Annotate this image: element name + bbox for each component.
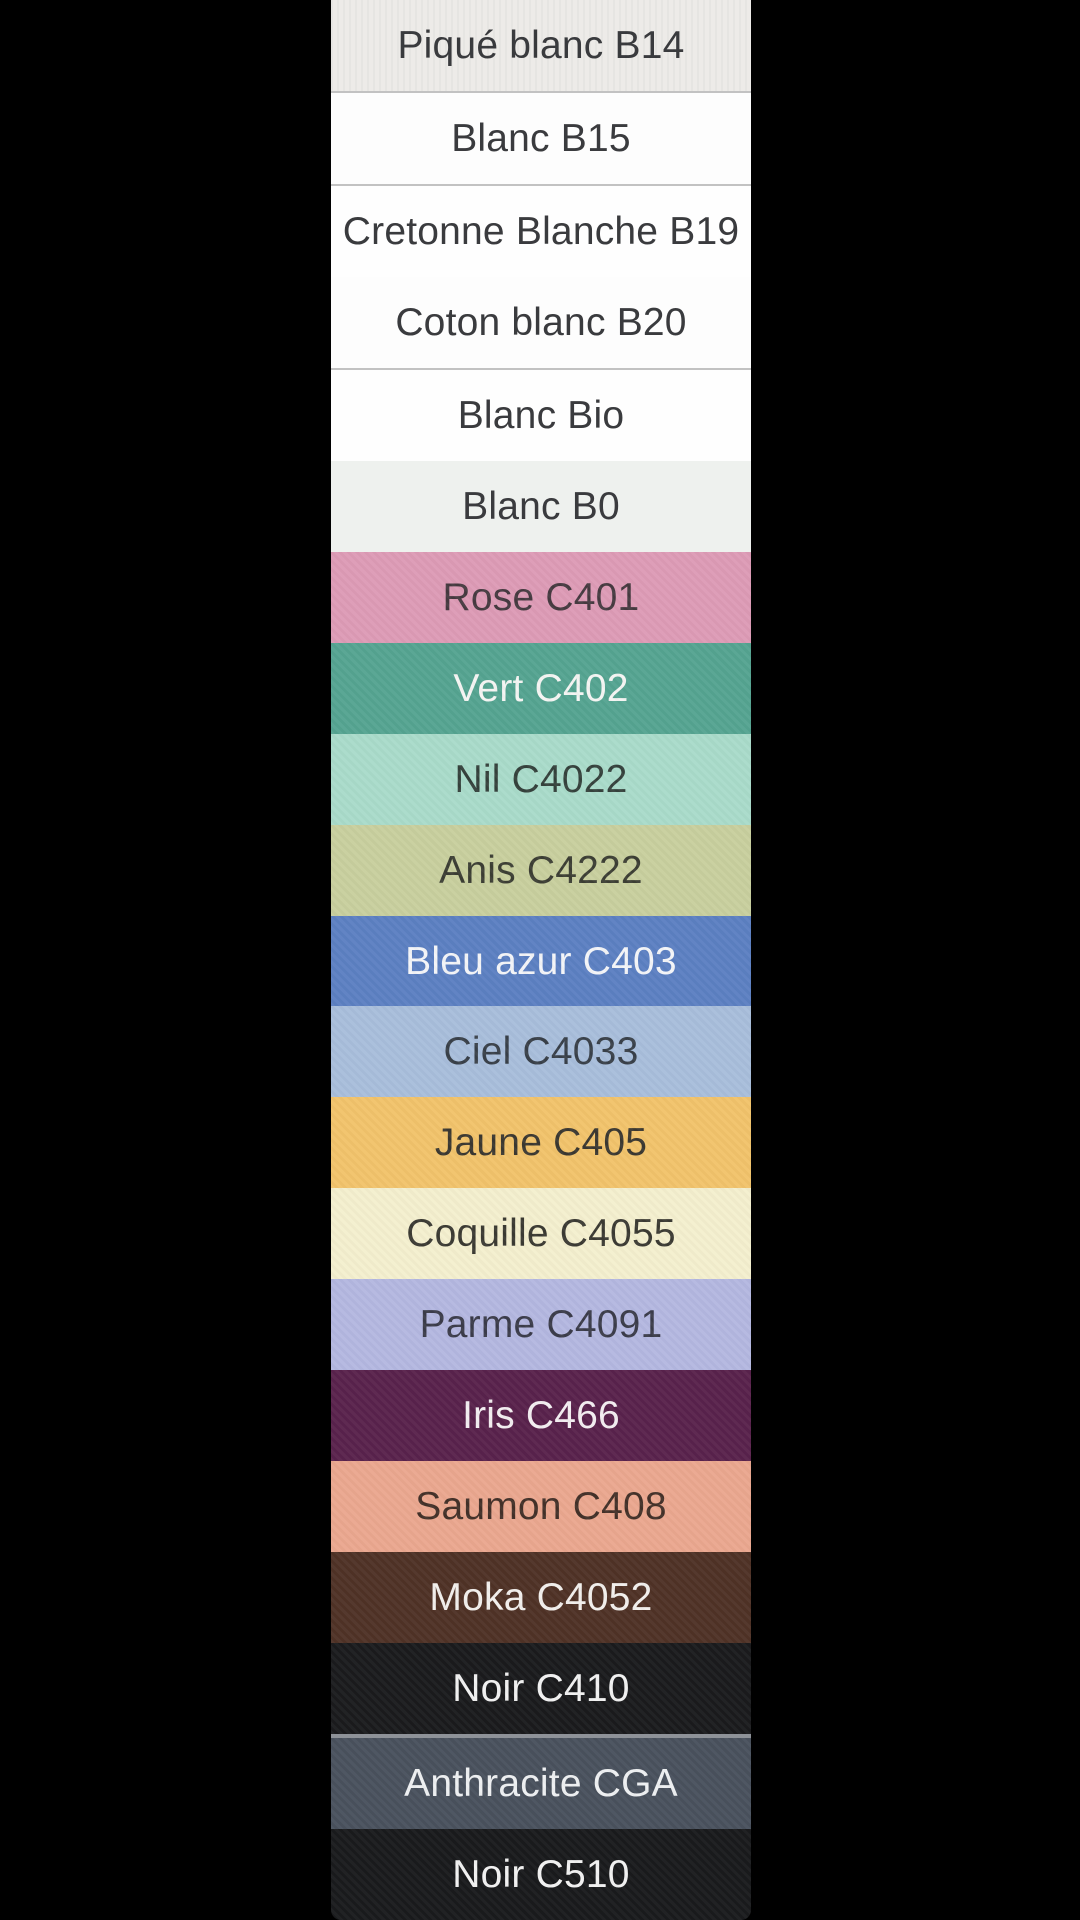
swatch-label: Saumon C408 [415,1485,667,1529]
swatch-label: Vert C402 [453,666,629,710]
swatch-label: Noir C410 [452,1667,630,1711]
swatch-row-blanc-b15[interactable]: Blanc B15 [331,92,751,186]
swatch-label: Noir C510 [452,1853,630,1897]
swatch-label: Anis C4222 [439,848,643,892]
swatch-label: Parme C4091 [419,1303,663,1347]
swatch-row-moka-c4052[interactable]: Moka C4052 [331,1552,751,1644]
swatch-label: Anthracite CGA [404,1762,678,1806]
swatch-label: Blanc Bio [457,393,625,437]
swatch-label: Cretonne Blanche B19 [342,209,740,253]
swatch-row-noir-c510[interactable]: Noir C510 [331,1829,751,1920]
swatch-row-rose-c401[interactable]: Rose C401 [331,551,751,643]
swatch-row-vert-c402[interactable]: Vert C402 [331,642,751,734]
swatch-row-bleu-azur-c403[interactable]: Bleu azur C403 [331,915,751,1007]
swatch-row-parme-c4091[interactable]: Parme C4091 [331,1279,751,1371]
swatch-label: Iris C466 [462,1394,620,1438]
swatch-row-jaune-c405[interactable]: Jaune C405 [331,1097,751,1189]
swatch-row-nil-c4022[interactable]: Nil C4022 [331,733,751,825]
swatch-row-blanc-bio[interactable]: Blanc Bio [331,369,751,461]
swatch-label: Piqué blanc B14 [397,23,685,67]
swatch-label: Blanc B0 [462,484,620,528]
swatch-row-iris-c466[interactable]: Iris C466 [331,1370,751,1462]
swatch-label: Blanc B15 [451,116,631,160]
swatch-label: Coton blanc B20 [395,300,687,344]
swatch-label: Bleu azur C403 [405,939,677,983]
swatch-row-piqu-blanc-b14[interactable]: Piqué blanc B14 [331,0,751,93]
swatch-row-blanc-b0[interactable]: Blanc B0 [331,460,751,552]
swatch-label: Ciel C4033 [443,1030,639,1074]
swatch-row-coton-blanc-b20[interactable]: Coton blanc B20 [331,276,751,370]
color-swatch-list: Piqué blanc B14 Blanc B15 Cretonne Blanc… [331,0,751,1920]
swatch-row-ciel-c4033[interactable]: Ciel C4033 [331,1006,751,1098]
swatch-row-anthracite-cga[interactable]: Anthracite CGA [331,1734,751,1830]
swatch-row-coquille-c4055[interactable]: Coquille C4055 [331,1188,751,1280]
swatch-row-cretonne-blanche-b19[interactable]: Cretonne Blanche B19 [331,185,751,277]
swatch-label: Moka C4052 [429,1576,653,1620]
swatch-row-saumon-c408[interactable]: Saumon C408 [331,1461,751,1553]
swatch-label: Jaune C405 [434,1121,648,1165]
swatch-label: Nil C4022 [454,757,628,801]
swatch-label: Rose C401 [442,575,640,619]
swatch-label: Coquille C4055 [406,1212,676,1256]
swatch-row-anis-c4222[interactable]: Anis C4222 [331,824,751,916]
swatch-row-noir-c410[interactable]: Noir C410 [331,1643,751,1735]
